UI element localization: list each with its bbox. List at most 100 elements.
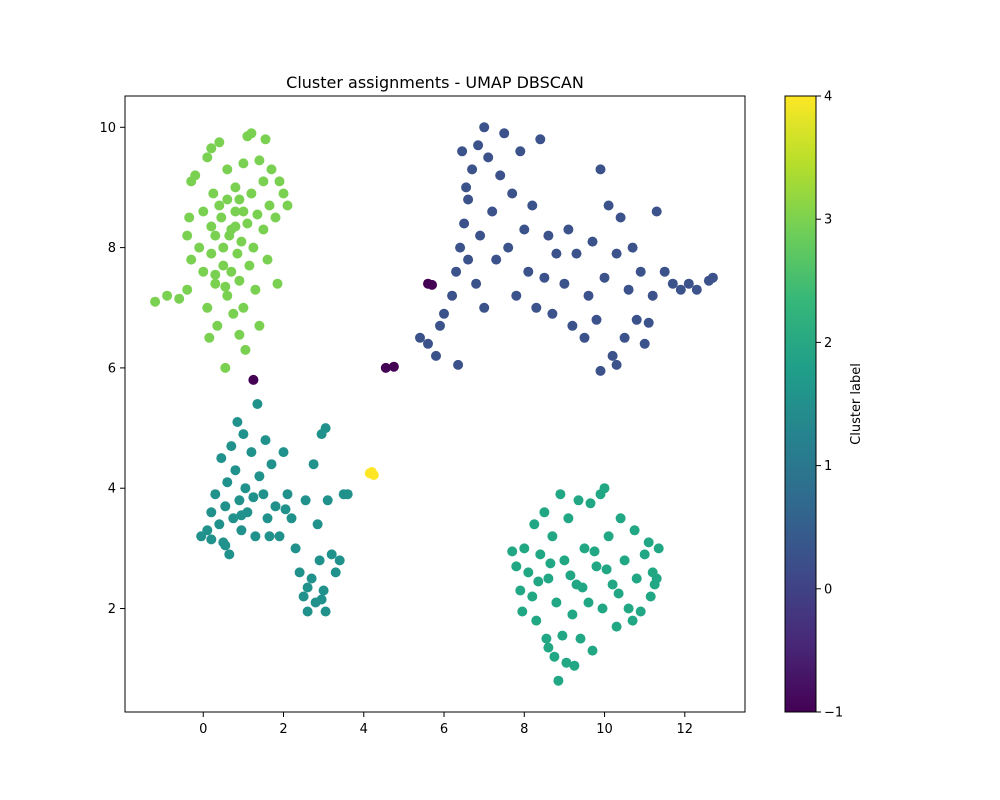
cluster-3-point: [252, 209, 263, 220]
cluster-0-point: [499, 128, 510, 139]
cluster-0-point: [515, 146, 526, 157]
cluster-3-point: [272, 278, 283, 289]
cluster-1-point: [228, 513, 239, 524]
cluster-3-point: [212, 320, 223, 331]
cluster-2-point: [563, 513, 574, 524]
cluster-1-point: [258, 489, 269, 500]
cluster-2-point: [551, 597, 562, 608]
cluster-0-point: [511, 290, 522, 301]
cluster-0-point: [467, 164, 478, 175]
cluster-3-point: [234, 329, 245, 340]
cluster-1-point: [302, 582, 313, 593]
cluster-3-point: [230, 182, 241, 193]
cluster-1-point: [286, 513, 297, 524]
cluster-3-point: [226, 266, 237, 277]
cluster-0-point: [453, 359, 464, 370]
cluster-1-point: [270, 501, 281, 512]
cluster-3-point: [206, 221, 217, 232]
cluster-3-point: [246, 128, 257, 139]
y-tick-label: 4: [108, 482, 116, 497]
cluster-0-point: [423, 338, 433, 349]
cluster-2-point: [589, 546, 600, 557]
cluster-0-point: [439, 308, 449, 319]
cluster-2-point: [555, 489, 566, 500]
cluster-0-point: [535, 134, 546, 145]
cluster-3-point: [254, 320, 265, 331]
cluster-2-point: [619, 555, 630, 566]
cluster-1-point: [280, 504, 291, 515]
cluster-0-point: [615, 212, 626, 223]
cluster-0-point: [567, 320, 578, 331]
cluster-2-point: [601, 564, 612, 575]
y-tick-label: 2: [108, 602, 116, 617]
cluster-3-point: [222, 290, 233, 301]
cluster-1-point: [216, 453, 227, 464]
cluster-1-point: [302, 606, 313, 617]
cluster-3-point: [174, 293, 185, 304]
cluster-2-point: [567, 609, 578, 620]
cluster-1-point: [308, 459, 319, 470]
cluster-2-point: [575, 633, 586, 644]
cluster-3-point: [266, 164, 277, 175]
x-tick-label: 6: [440, 722, 448, 737]
cluster-0-point: [479, 122, 490, 133]
cluster-2-point: [623, 603, 634, 614]
cluster-3-point: [220, 281, 231, 292]
cluster-3-point: [190, 170, 201, 181]
cluster-3-point: [224, 230, 235, 241]
cluster-1-point: [278, 447, 289, 458]
cluster-3-point: [264, 200, 275, 211]
cluster-2-point: [591, 561, 602, 572]
cluster-2-point: [561, 657, 572, 668]
cluster-2-point: [515, 585, 526, 596]
cluster-0-point: [479, 302, 490, 313]
cluster-1-point: [220, 501, 231, 512]
cluster-0-point: [475, 230, 486, 241]
cluster-3-point: [258, 176, 269, 187]
cluster-0-point: [519, 224, 530, 235]
cluster-2-point: [577, 582, 588, 593]
cluster-0-point: [435, 320, 445, 331]
cluster-0-point: [635, 266, 646, 277]
cluster-0-point: [507, 188, 518, 199]
cluster-0-point: [457, 146, 468, 157]
cluster-0-point: [495, 170, 506, 181]
cluster-1-point: [290, 543, 301, 554]
cluster-0-point: [451, 266, 462, 277]
cluster-0-point: [459, 218, 470, 229]
cluster-3-point: [230, 221, 241, 232]
y-tick-label: 6: [108, 361, 116, 376]
cluster-0-point: [603, 200, 614, 211]
cluster-0-point: [591, 314, 602, 325]
cluster-0-point: [643, 317, 654, 328]
cluster-2-point: [507, 546, 518, 557]
cluster-0-point: [463, 194, 474, 205]
y-tick-label: 10: [99, 121, 116, 136]
cluster-2-point: [543, 642, 554, 653]
cluster-3-point: [242, 218, 253, 229]
cluster-1-point: [252, 399, 263, 409]
cluster-3-point: [202, 302, 213, 313]
cluster-1-point: [266, 459, 277, 470]
cluster-3-point: [270, 212, 281, 223]
cluster-0-point: [487, 206, 498, 217]
cluster-3-point: [234, 194, 245, 205]
cluster-2-point: [523, 567, 534, 578]
cluster-1-point: [262, 513, 273, 524]
cluster-1-point: [342, 489, 353, 500]
cluster-1-point: [214, 519, 225, 530]
cluster-2-point: [519, 543, 530, 554]
cluster-0-point: [651, 206, 662, 217]
cluster-0-point: [447, 290, 458, 301]
cluster-0-point: [415, 332, 425, 343]
cluster-3-point: [202, 152, 213, 163]
cluster-1-point: [326, 549, 337, 560]
cluster-0-point: [611, 359, 622, 370]
cluster-0-point: [607, 350, 618, 361]
cluster-3-point: [232, 248, 243, 259]
colorbar-tick-label: 3: [824, 213, 832, 228]
cluster-0-point: [619, 332, 630, 343]
cluster-0-point: [431, 350, 441, 361]
cluster-1-point: [240, 483, 251, 494]
